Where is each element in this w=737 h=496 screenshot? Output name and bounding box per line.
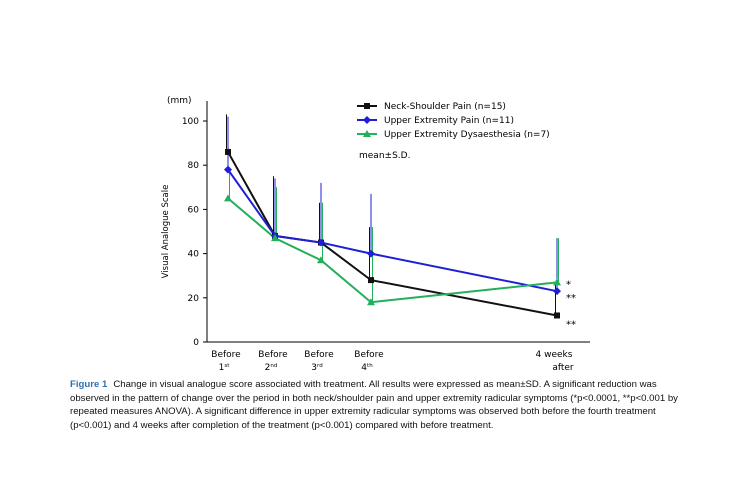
error-bars (226, 114, 559, 316)
y-axis-label: Visual Analogue Scale (161, 185, 171, 279)
significance-marks: ***** (566, 280, 576, 331)
x-tick-sublabel: 2nd (265, 363, 278, 373)
triangle-marker (271, 234, 279, 242)
caption-text: Change in visual analogue score associat… (70, 379, 678, 431)
series-markers (224, 148, 561, 319)
y-tick-label: 60 (188, 205, 200, 215)
legend-entry: Neck-Shoulder Pain (n=15) (384, 102, 506, 112)
square-marker (225, 148, 231, 155)
diamond-marker (367, 249, 375, 258)
significance-mark: ** (566, 319, 576, 330)
significance-mark: * (566, 280, 571, 291)
triangle-marker (367, 298, 375, 306)
diamond-marker (317, 238, 325, 247)
y-tick-label: 80 (188, 161, 200, 171)
chart: 0 20 40 60 80 100 (mm) Visual Analogue Scale Bef… (161, 96, 590, 373)
triangle-marker (317, 256, 325, 264)
x-tick-label: Before (211, 350, 241, 360)
diamond-marker (363, 116, 371, 124)
triangle-marker (224, 194, 232, 202)
triangle-marker (553, 278, 561, 286)
y-tick-label: 40 (188, 250, 200, 260)
axes: 0 20 40 60 80 100 (mm) Visual Analogue Scale Bef… (161, 96, 590, 373)
y-unit-label: (mm) (167, 96, 192, 106)
legend-entry: Upper Extremity Pain (n=11) (384, 116, 514, 126)
x-tick-label: 4 weeks (536, 350, 573, 360)
legend: Neck-Shoulder Pain (n=15) Upper Extremity… (357, 102, 550, 161)
x-tick-sublabel: after (552, 363, 574, 373)
x-tick-sublabel: 1st (219, 363, 231, 373)
legend-entry: Upper Extremity Dysaesthesia (n=7) (384, 130, 550, 140)
figure-caption: Figure 1 Change in visual analogue score … (70, 378, 690, 432)
y-tick-label: 0 (193, 338, 199, 348)
diamond-marker (224, 165, 232, 174)
series-line (227, 169, 558, 293)
triangle-marker (363, 130, 371, 137)
square-marker (368, 277, 374, 284)
x-tick-label: Before (304, 350, 334, 360)
x-tick-sublabel: 3rd (311, 363, 322, 373)
x-tick-sublabel: 4th (361, 363, 373, 373)
significance-mark: ** (566, 293, 576, 304)
series-line (227, 197, 558, 304)
y-tick-label: 20 (188, 294, 200, 304)
x-tick-label: Before (354, 350, 384, 360)
x-tick-label: Before (258, 350, 288, 360)
y-tick-label: 100 (182, 117, 199, 127)
figure-label: Figure 1 (70, 379, 108, 390)
square-marker (554, 312, 560, 319)
diamond-marker (553, 287, 561, 296)
square-marker (364, 103, 370, 109)
legend-note: mean±S.D. (359, 151, 410, 161)
